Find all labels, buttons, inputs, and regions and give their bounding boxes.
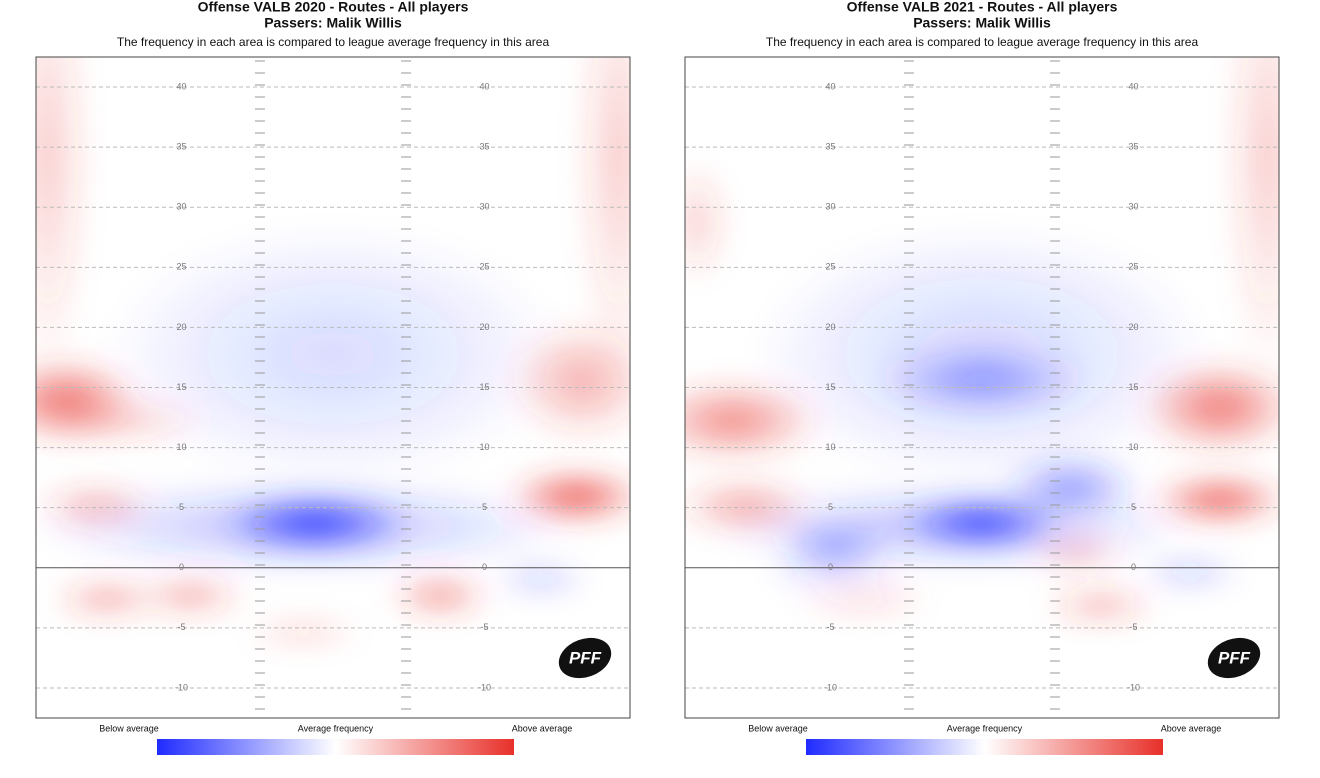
- yard-label: 0: [1131, 562, 1136, 572]
- yard-label: 35: [177, 142, 187, 152]
- yard-label: 15: [826, 382, 836, 392]
- heat-blob: [1139, 362, 1279, 453]
- yard-label: 35: [1128, 142, 1138, 152]
- yard-label: 25: [479, 262, 489, 272]
- yard-label: 35: [826, 142, 836, 152]
- yard-label: 30: [479, 202, 489, 212]
- yard-label: -5: [1129, 622, 1137, 632]
- yard-label: 15: [479, 382, 489, 392]
- logo-bg: [1207, 637, 1261, 679]
- chart-title: Offense VALB 2020 - Routes - All players: [198, 0, 469, 15]
- plot-frame: [684, 56, 1280, 719]
- blobs: [36, 57, 630, 645]
- heat-blob: [1045, 590, 1156, 621]
- heat-blob: [1134, 558, 1245, 587]
- heat-blob: [1027, 534, 1128, 571]
- legend-bar: [806, 739, 1163, 755]
- heat-blob: [490, 565, 591, 594]
- logo: PFF: [1218, 648, 1251, 667]
- yard-label: 40: [479, 81, 489, 91]
- yard-label: -5: [827, 622, 835, 632]
- yard-label: 20: [177, 322, 187, 332]
- heat-blob: [36, 486, 156, 527]
- yard-label: 30: [826, 202, 836, 212]
- logo: PFF: [569, 648, 602, 667]
- yard-label: 30: [1128, 202, 1138, 212]
- yard-label: 40: [177, 81, 187, 91]
- yard-label: 5: [482, 502, 487, 512]
- yard-label: -10: [175, 682, 188, 692]
- yard-label: -10: [478, 682, 491, 692]
- heat-blob: [1227, 57, 1279, 377]
- yard-label: 20: [1128, 322, 1138, 332]
- heat-blob: [52, 583, 163, 616]
- heat-blob: [243, 620, 364, 645]
- heat-blob: [872, 345, 1092, 416]
- yard-label: 0: [482, 562, 487, 572]
- heat-blob: [389, 577, 490, 614]
- yard-label: 35: [479, 142, 489, 152]
- heat-blob: [506, 471, 630, 522]
- yard-label: 10: [1128, 442, 1138, 452]
- yard-label: 10: [826, 442, 836, 452]
- legend-label: Average frequency: [298, 723, 374, 733]
- yard-label: 5: [828, 502, 833, 512]
- yard-label: 30: [177, 202, 187, 212]
- yard-label: 25: [177, 262, 187, 272]
- panel: Offense VALB 2020 - Routes - All players…: [35, 0, 631, 755]
- heat-blob: [578, 57, 630, 377]
- heat-blob: [773, 524, 894, 569]
- heat-blob: [507, 320, 630, 441]
- chart-subtitle: Passers: Malik Willis: [264, 15, 402, 31]
- heatmap: [36, 57, 630, 718]
- heat-blob: [793, 585, 934, 614]
- legend-label: Average frequency: [947, 723, 1023, 733]
- heat-blob: [685, 162, 727, 283]
- yard-label: 15: [177, 382, 187, 392]
- heat-blob: [685, 481, 815, 532]
- heat-blob: [135, 579, 246, 612]
- chart-title: Offense VALB 2021 - Routes - All players: [847, 0, 1118, 15]
- yard-label: -5: [480, 622, 488, 632]
- yard-label: 20: [479, 322, 489, 332]
- heat-blob: [220, 495, 411, 552]
- yard-label: 15: [1128, 382, 1138, 392]
- legend-label: Below average: [99, 723, 159, 733]
- yard-label: -5: [178, 622, 186, 632]
- heat-blob: [1149, 477, 1279, 522]
- blobs: [685, 57, 1279, 621]
- heat-blob: [103, 224, 563, 485]
- panel: Offense VALB 2021 - Routes - All players…: [684, 0, 1280, 755]
- yard-label: 40: [826, 81, 836, 91]
- yard-label: -10: [1127, 682, 1140, 692]
- yard-label: 20: [826, 322, 836, 332]
- heat-blob: [685, 380, 823, 461]
- plot-frame: [35, 56, 631, 719]
- heat-blob: [763, 557, 904, 588]
- heatmap: [685, 57, 1279, 718]
- logo-bg: [558, 637, 612, 679]
- yard-label: 10: [479, 442, 489, 452]
- yard-label: 40: [1128, 81, 1138, 91]
- heat-blob: [45, 400, 206, 441]
- heat-blob: [36, 57, 88, 377]
- yard-label: 0: [828, 562, 833, 572]
- yard-label: -10: [824, 682, 837, 692]
- legend-bar: [157, 739, 514, 755]
- yard-label: 5: [179, 502, 184, 512]
- heat-blob: [902, 498, 1062, 549]
- yard-label: 10: [177, 442, 187, 452]
- yard-label: 5: [1131, 502, 1136, 512]
- legend-label: Above average: [1161, 723, 1222, 733]
- heat-blob: [1001, 456, 1142, 517]
- chart-caption: The frequency in each area is compared t…: [766, 35, 1199, 49]
- legend-label: Above average: [512, 723, 573, 733]
- chart-caption: The frequency in each area is compared t…: [117, 35, 550, 49]
- legend-label: Below average: [748, 723, 808, 733]
- yard-label: 0: [179, 562, 184, 572]
- yard-label: 25: [1128, 262, 1138, 272]
- chart-subtitle: Passers: Malik Willis: [913, 15, 1051, 31]
- yard-label: 25: [826, 262, 836, 272]
